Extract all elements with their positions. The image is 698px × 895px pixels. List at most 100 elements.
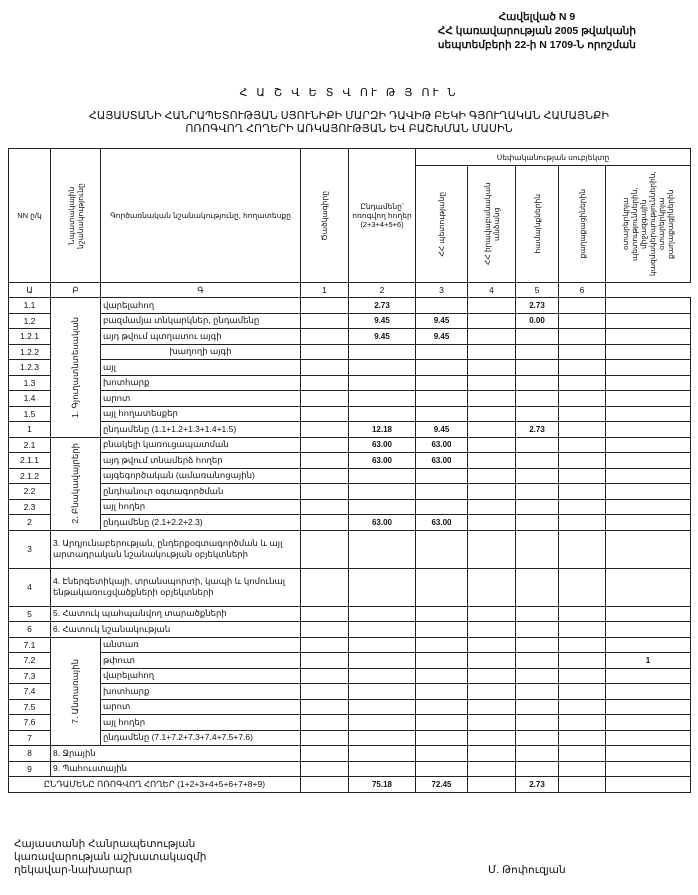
appendix-line: ՀՀ կառավարության 2005 թվականի: [437, 25, 636, 37]
value-cell: [467, 698, 516, 715]
value-cell: 0.00: [515, 312, 559, 329]
document-title: Հ Ա Շ Վ Ե Տ Վ ՈՒ Թ Յ ՈՒ Ն: [239, 87, 459, 99]
total-value: [300, 776, 349, 793]
value-cell: 63.00: [348, 514, 416, 531]
value-cell: [415, 652, 468, 669]
value-cell: [515, 652, 559, 669]
row-number: 1.4: [8, 390, 51, 407]
value-cell: [604, 683, 692, 700]
row-number: 2.1.2: [8, 467, 51, 484]
value-cell: [515, 760, 559, 777]
footer-line: կառավարության աշխատակազմի: [14, 851, 207, 863]
total-value: 72.45: [415, 776, 468, 793]
value-cell: [558, 567, 606, 607]
total-value: [604, 776, 692, 793]
value-cell: [467, 467, 516, 484]
code-cell: 5: [515, 282, 559, 298]
value-cell: [515, 698, 559, 715]
row-label: այլ հողեր: [100, 714, 301, 731]
value-cell: [604, 605, 692, 622]
value-cell: [348, 374, 416, 391]
value-cell: [300, 621, 349, 638]
row-label: այլ հողեր: [100, 498, 301, 515]
row-label: բազմամյա տնկարկներ, ընդամենը: [100, 312, 301, 329]
value-cell: [604, 405, 692, 422]
header-ownership: Սեփականության սուբյեկտը: [414, 148, 692, 166]
value-cell: [515, 328, 559, 345]
row-number: 1.2: [8, 312, 51, 329]
value-cell: [558, 359, 606, 376]
value-cell: [300, 405, 349, 422]
code-cell: 3: [415, 282, 468, 298]
table-row: 1.5 այլ հողատեսքեր: [8, 405, 692, 422]
row-label: 8. Ջրային: [50, 745, 301, 762]
value-cell: [415, 636, 468, 653]
value-cell: 63.00: [415, 436, 468, 453]
value-cell: [604, 714, 692, 731]
value-cell: [415, 498, 468, 515]
row-label: բնակելի կառուցապատման: [100, 436, 301, 453]
value-cell: [348, 405, 416, 422]
row-number: 5: [8, 605, 51, 622]
value-cell: 63.00: [348, 436, 416, 453]
value-cell: [515, 374, 559, 391]
value-cell: [467, 652, 516, 669]
value-cell: [604, 436, 692, 453]
value-cell: [604, 467, 692, 484]
value-cell: [415, 729, 468, 746]
value-cell: [515, 498, 559, 515]
table-row: 1.1 1. Գյուղատնտեսական վարելահող 2.73 2.73: [8, 297, 692, 438]
header-col4: համայնքներին: [515, 165, 559, 283]
row-label: ընդամենը (2.1+2.2+2.3): [100, 514, 301, 531]
header-purpose: Նպատակային նշանակությունը: [50, 148, 101, 283]
header-col2: ՀՀ պետությանը: [415, 165, 468, 283]
value-cell: [348, 760, 416, 777]
value-cell: [604, 514, 692, 531]
value-cell: 1: [604, 652, 692, 669]
value-cell: [467, 328, 516, 345]
row-label: արոտ: [100, 390, 301, 407]
row-number: 1.3: [8, 374, 51, 391]
table-row: 7 ընդամենը (7.1+7.2+7.3+7.4+7.5+7.6): [8, 729, 692, 746]
value-cell: [558, 436, 606, 453]
row-number: 7.2: [8, 652, 51, 669]
value-cell: [604, 498, 692, 515]
row-label: 6. Հատուկ նշանակության: [50, 621, 301, 638]
table-row: 1.4 արոտ: [8, 390, 692, 407]
table-row: 7.4 խոտհարք: [8, 683, 692, 700]
value-cell: [558, 605, 606, 622]
value-cell: [467, 729, 516, 746]
value-cell: [300, 374, 349, 391]
appendix-line: սեպտեմբերի 22-ի N 1709-Ն որոշման: [437, 39, 636, 51]
value-cell: [604, 343, 692, 360]
value-cell: [558, 483, 606, 500]
value-cell: [515, 621, 559, 638]
value-cell: [515, 567, 559, 607]
row-number: 1.2.3: [8, 359, 51, 376]
row-number: 2: [8, 514, 51, 531]
value-cell: [467, 567, 516, 607]
value-cell: [604, 421, 692, 438]
appendix-line: Հավելված N 9: [498, 11, 576, 23]
value-cell: 9.45: [415, 421, 468, 438]
value-cell: [300, 359, 349, 376]
table-row: 1.2.1 այդ թվում պտղատու այգի 9.45 9.45: [8, 328, 692, 345]
value-cell: [300, 421, 349, 438]
value-cell: [348, 359, 416, 376]
value-cell: [415, 390, 468, 407]
row-number: 7: [8, 729, 51, 746]
table-row: 7.6 այլ հողեր: [8, 714, 692, 731]
value-cell: [515, 745, 559, 762]
table-row: 4 4. Էներգետիկայի, տրանսպորտի, կապի և կոմ…: [8, 567, 692, 607]
table-row: 1.2 բազմամյա տնկարկներ, ընդամենը 9.45 9.45 0…: [8, 312, 692, 329]
table-row: 1.2.2 խաղողի այգի: [8, 343, 692, 360]
total-label: ԸՆԴԱՄԵՆԸ ՈՌՈԳՎՈՂ ՀՈՂԵՐ (1+2+3+4+5+6+7+8+…: [8, 776, 301, 793]
value-cell: [300, 745, 349, 762]
table-row: 1 ընդամենը (1.1+1.2+1.3+1.4+1.5) 12.18 9.45…: [8, 421, 692, 438]
value-cell: [604, 452, 692, 469]
group-label: 1. Գյուղատնտեսական: [50, 297, 101, 438]
value-cell: [467, 359, 516, 376]
code-cell: 1: [300, 282, 349, 298]
code-cell: Գ: [100, 282, 301, 298]
value-cell: [515, 605, 559, 622]
